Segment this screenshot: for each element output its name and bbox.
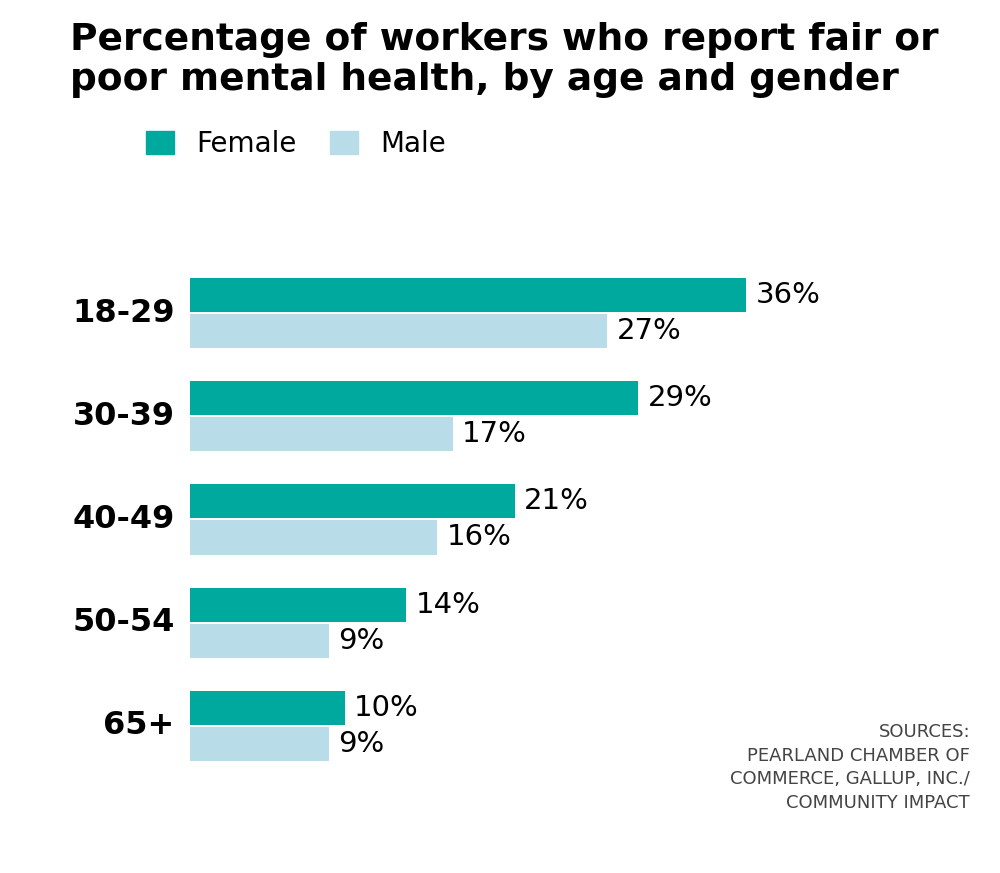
- Text: 18-29: 18-29: [72, 298, 175, 328]
- Text: Percentage of workers who report fair or
poor mental health, by age and gender: Percentage of workers who report fair or…: [70, 22, 939, 98]
- Text: 30-39: 30-39: [73, 401, 175, 432]
- Bar: [190, 417, 453, 451]
- Bar: [190, 520, 437, 554]
- Bar: [190, 485, 515, 519]
- Text: 14%: 14%: [416, 590, 481, 619]
- Text: 40-49: 40-49: [72, 504, 175, 535]
- Text: 21%: 21%: [524, 487, 589, 515]
- Bar: [190, 588, 406, 622]
- Text: 16%: 16%: [447, 524, 511, 552]
- Bar: [190, 314, 607, 348]
- Text: 9%: 9%: [338, 730, 385, 758]
- Text: SOURCES:
PEARLAND CHAMBER OF
COMMERCE, GALLUP, INC./
COMMUNITY IMPACT: SOURCES: PEARLAND CHAMBER OF COMMERCE, G…: [730, 723, 970, 812]
- Bar: [190, 278, 746, 312]
- Bar: [190, 727, 329, 761]
- Bar: [190, 691, 345, 725]
- Text: 27%: 27%: [617, 317, 681, 345]
- Text: 9%: 9%: [338, 627, 385, 655]
- Legend: Female, Male: Female, Male: [146, 130, 446, 158]
- Text: 17%: 17%: [462, 420, 527, 449]
- Text: 36%: 36%: [756, 281, 821, 309]
- Bar: [190, 623, 329, 657]
- Text: 10%: 10%: [354, 694, 419, 722]
- Text: 65+: 65+: [103, 711, 175, 741]
- Text: 50-54: 50-54: [72, 607, 175, 638]
- Bar: [190, 382, 638, 416]
- Text: 29%: 29%: [647, 384, 712, 412]
